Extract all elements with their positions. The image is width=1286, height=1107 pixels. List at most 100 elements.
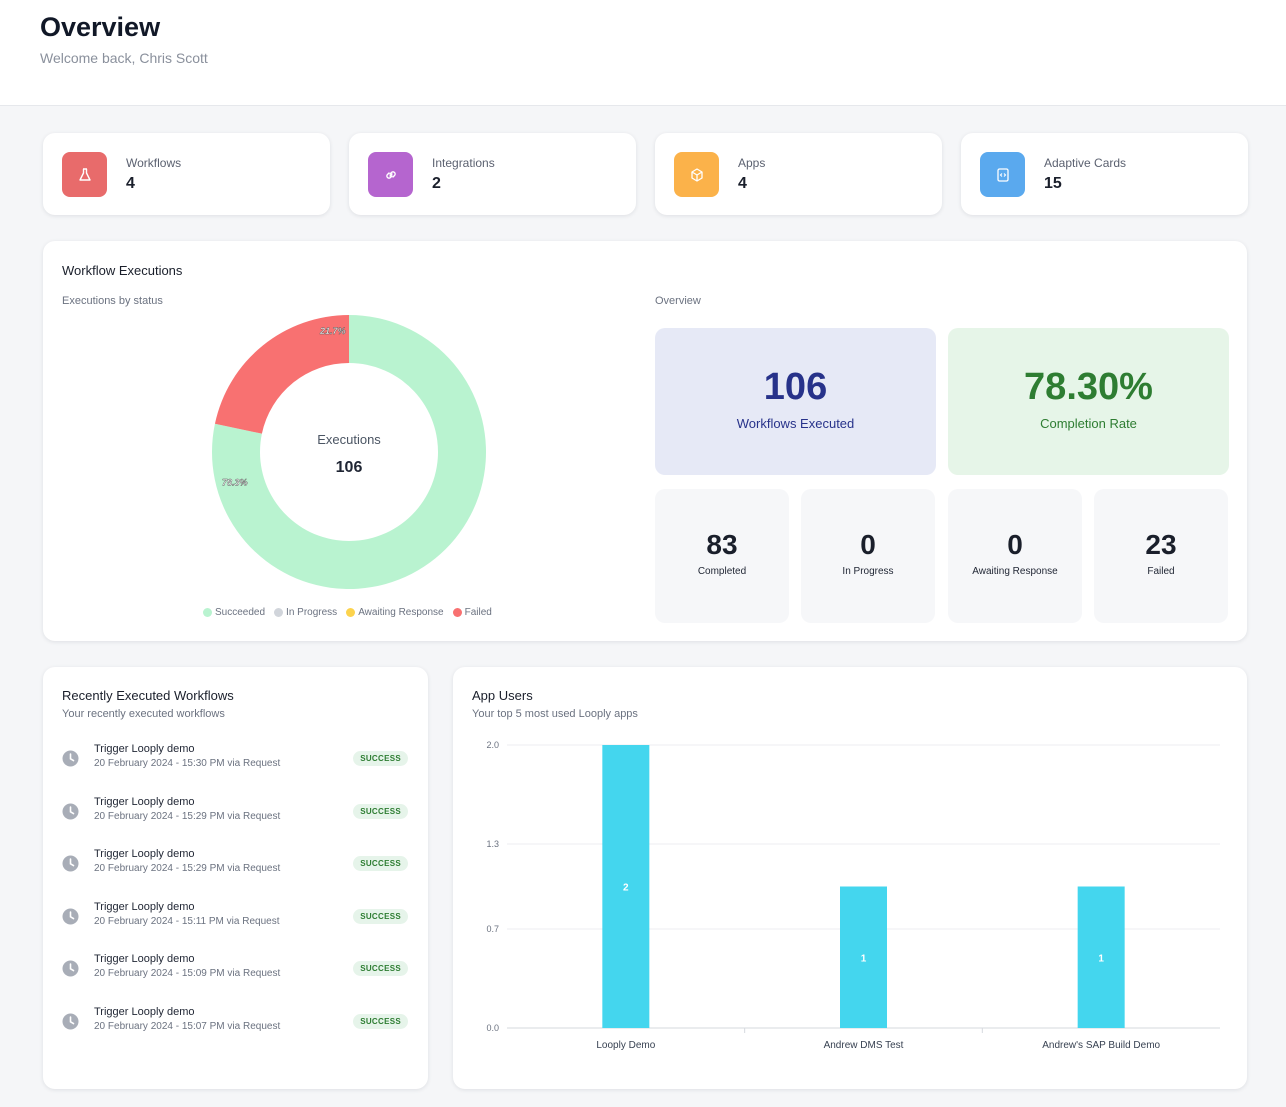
page-title: Overview: [40, 12, 161, 42]
failed-value: 23: [1145, 529, 1177, 560]
stat-label: Apps: [738, 156, 766, 170]
code-icon: [980, 152, 1025, 197]
completion-rate-box: 78.30% Completion Rate: [948, 328, 1229, 475]
stat-value: 4: [126, 175, 135, 192]
legend-item-awaiting-response[interactable]: Awaiting Response: [346, 607, 444, 618]
list-item[interactable]: Trigger Looply demo 20 February 2024 - 15…: [62, 1006, 408, 1046]
x-tick-label: Looply Demo: [596, 1040, 655, 1051]
in-progress-value: 0: [860, 529, 876, 560]
x-tick-label: Andrew's SAP Build Demo: [1042, 1040, 1160, 1051]
donut-data-label: 21.7%: [319, 326, 346, 336]
failed-label: Failed: [1147, 566, 1175, 577]
y-tick-label: 0.7: [486, 924, 499, 934]
card-title: Workflow Executions: [62, 263, 183, 278]
clock-icon: [62, 908, 79, 930]
list-item[interactable]: Trigger Looply demo 20 February 2024 - 15…: [62, 848, 408, 888]
status-badge: SUCCESS: [353, 751, 408, 766]
card-subtitle: Your recently executed workflows: [62, 708, 225, 720]
clock-icon: [62, 750, 79, 772]
failed-box: 23 Failed: [1094, 489, 1228, 623]
stat-value: 15: [1044, 175, 1062, 192]
workflow-meta: 20 February 2024 - 15:11 PM via Request: [94, 915, 280, 927]
workflow-meta: 20 February 2024 - 15:29 PM via Request: [94, 863, 281, 874]
status-badge: SUCCESS: [353, 961, 408, 976]
status-badge: SUCCESS: [353, 1013, 408, 1029]
status-badge: SUCCESS: [353, 803, 408, 819]
legend-item-in-progress[interactable]: In Progress: [274, 607, 337, 618]
list-item[interactable]: Trigger Looply demo 20 February 2024 - 15…: [62, 743, 408, 783]
workflow-name: Trigger Looply demo: [94, 953, 195, 965]
legend-item-failed[interactable]: Failed: [452, 607, 492, 618]
donut-subtitle: Executions by status: [62, 295, 163, 307]
awaiting-response-label: Awaiting Response: [972, 566, 1058, 577]
card-title: App Users: [472, 688, 533, 703]
cube-icon: [674, 152, 719, 197]
workflow-name: Trigger Looply demo: [94, 1005, 195, 1018]
workflow-name: Trigger Looply demo: [94, 848, 195, 860]
legend-swatch: [452, 608, 462, 617]
legend-item-succeeded[interactable]: Succeeded: [203, 607, 265, 618]
stat-card-apps[interactable]: Apps 4: [655, 133, 942, 215]
stat-value: 2: [432, 175, 441, 192]
card-title: Recently Executed Workflows: [62, 688, 234, 703]
link-icon: [368, 152, 413, 197]
completed-box: 83 Completed: [655, 489, 789, 623]
card-subtitle: Your top 5 most used Looply apps: [472, 708, 638, 720]
y-tick-label: 0.0: [486, 1023, 499, 1033]
bar[interactable]: [840, 886, 887, 1029]
stat-value: 4: [738, 175, 747, 192]
donut-legend: Succeeded In Progress Awaiting Response …: [203, 607, 492, 618]
bar[interactable]: [1077, 886, 1125, 1029]
list-item[interactable]: Trigger Looply demo 20 February 2024 - 15…: [62, 796, 408, 836]
executions-donut-chart: Executions 106 78.3% 21.7%: [212, 315, 487, 589]
in-progress-box: 0 In Progress: [801, 489, 935, 623]
list-item[interactable]: Trigger Looply demo 20 February 2024 - 15…: [62, 901, 408, 941]
status-badge: SUCCESS: [353, 856, 408, 871]
app-users-card: App Users Your top 5 most used Looply ap…: [453, 667, 1247, 1089]
y-tick-label: 1.3: [486, 839, 499, 849]
welcome-subtitle: Welcome back, Chris Scott: [40, 50, 208, 66]
legend-swatch: [203, 608, 212, 617]
legend-label: Awaiting Response: [358, 607, 444, 618]
workflow-name: Trigger Looply demo: [94, 795, 195, 808]
legend-label: In Progress: [286, 607, 338, 618]
workflow-meta: 20 February 2024 - 15:07 PM via Request: [94, 1020, 281, 1032]
list-item[interactable]: Trigger Looply demo 20 February 2024 - 15…: [62, 953, 408, 993]
clock-icon: [62, 803, 79, 825]
workflow-meta: 20 February 2024 - 15:29 PM via Request: [94, 810, 281, 822]
completion-rate-label: Completion Rate: [1040, 416, 1137, 431]
completed-value: 83: [706, 529, 738, 560]
workflow-executions-card: Workflow Executions Executions by status…: [43, 241, 1247, 641]
legend-label: Succeeded: [215, 607, 266, 618]
stat-card-adaptive-cards[interactable]: Adaptive Cards 15: [961, 133, 1248, 215]
bar-data-label: 1: [861, 953, 867, 964]
recent-workflows-card: Recently Executed Workflows Your recentl…: [43, 667, 428, 1089]
status-badge: SUCCESS: [353, 908, 408, 924]
donut-center-value: 106: [336, 459, 363, 476]
overview-label: Overview: [655, 295, 701, 307]
workflow-name: Trigger Looply demo: [94, 743, 195, 755]
stat-card-workflows[interactable]: Workflows 4: [43, 133, 330, 215]
legend-swatch: [346, 608, 356, 617]
donut-slice-failed[interactable]: [214, 315, 349, 434]
workflows-executed-value: 106: [763, 366, 828, 408]
stat-label: Adaptive Cards: [1044, 156, 1127, 170]
donut-data-label: 78.3%: [222, 477, 248, 487]
workflow-name: Trigger Looply demo: [94, 900, 195, 913]
completion-rate-value: 78.30%: [1024, 366, 1153, 408]
x-tick-label: Andrew DMS Test: [824, 1040, 904, 1051]
completed-label: Completed: [697, 566, 747, 577]
workflow-meta: 20 February 2024 - 15:09 PM via Request: [94, 968, 281, 979]
clock-icon: [62, 1013, 79, 1035]
donut-slice-succeeded[interactable]: [212, 315, 487, 589]
bar-data-label: 2: [623, 883, 629, 894]
bar-data-label: 1: [1098, 953, 1104, 964]
stat-label: Workflows: [126, 156, 182, 170]
clock-icon: [62, 960, 79, 982]
awaiting-response-value: 0: [1007, 529, 1023, 560]
stat-card-integrations[interactable]: Integrations 2: [349, 133, 636, 215]
legend-label: Failed: [464, 607, 492, 618]
in-progress-label: In Progress: [842, 566, 894, 577]
awaiting-response-box: 0 Awaiting Response: [948, 489, 1082, 623]
bar[interactable]: [602, 745, 650, 1028]
